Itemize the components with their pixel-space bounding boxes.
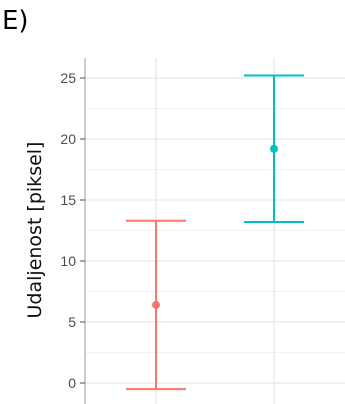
- mean-point: [270, 144, 278, 153]
- y-tick-label: 20: [60, 131, 76, 147]
- y-tick-label: 5: [68, 314, 76, 330]
- y-tick-label: 0: [68, 375, 76, 391]
- mean-point: [152, 300, 160, 309]
- panel-label: E): [2, 6, 29, 36]
- error-bars: [126, 74, 304, 391]
- y-axis: 0 5 10 15 20 25: [60, 58, 86, 404]
- y-tick-label: 25: [60, 70, 76, 86]
- y-tick-label: 10: [60, 253, 76, 269]
- y-tick-label: 15: [60, 192, 76, 208]
